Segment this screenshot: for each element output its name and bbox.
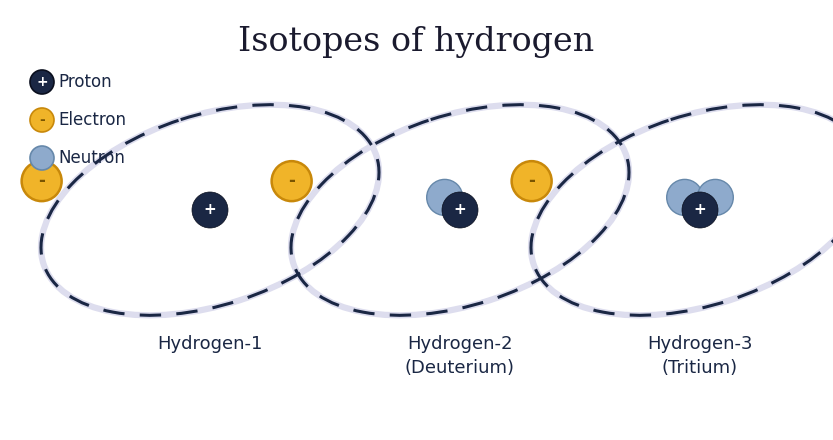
Text: +: + (203, 202, 217, 217)
Text: +: + (694, 202, 706, 217)
Circle shape (30, 146, 54, 170)
Text: +: + (454, 202, 466, 217)
Text: +: + (36, 75, 47, 89)
Circle shape (192, 192, 228, 228)
Text: Electron: Electron (58, 111, 126, 129)
Circle shape (426, 180, 462, 216)
Circle shape (272, 161, 312, 201)
Circle shape (22, 161, 62, 201)
Text: Proton: Proton (58, 73, 112, 91)
Text: -: - (39, 113, 45, 127)
Text: Hydrogen-2
(Deuterium): Hydrogen-2 (Deuterium) (405, 335, 515, 377)
Circle shape (511, 161, 551, 201)
Circle shape (30, 108, 54, 132)
Circle shape (697, 180, 733, 216)
Circle shape (30, 70, 54, 94)
Circle shape (442, 192, 478, 228)
Text: -: - (528, 172, 535, 190)
Text: -: - (288, 172, 295, 190)
Circle shape (682, 192, 718, 228)
Text: Hydrogen-3
(Tritium): Hydrogen-3 (Tritium) (647, 335, 753, 377)
Circle shape (666, 180, 703, 216)
Text: Isotopes of hydrogen: Isotopes of hydrogen (238, 26, 595, 58)
Text: Neutron: Neutron (58, 149, 125, 167)
Text: Hydrogen-1: Hydrogen-1 (157, 335, 262, 353)
Text: -: - (38, 172, 45, 190)
